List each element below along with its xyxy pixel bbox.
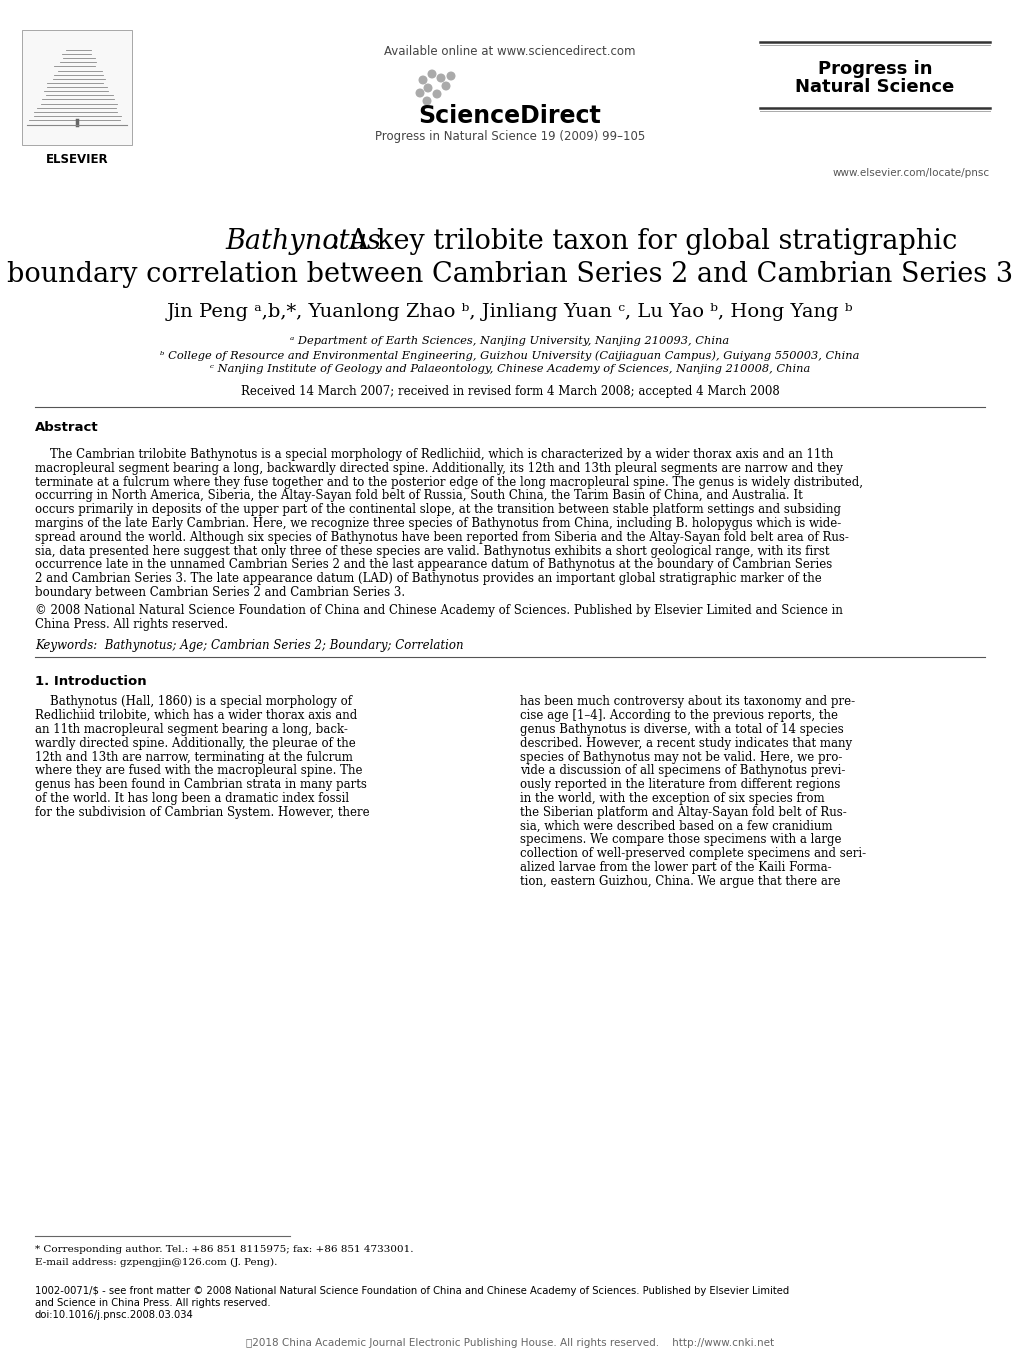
Text: an 11th macropleural segment bearing a long, back-: an 11th macropleural segment bearing a l… bbox=[35, 724, 347, 736]
Text: genus Bathynotus is diverse, with a total of 14 species: genus Bathynotus is diverse, with a tota… bbox=[520, 724, 843, 736]
Circle shape bbox=[423, 97, 430, 105]
Text: occurs primarily in deposits of the upper part of the continental slope, at the : occurs primarily in deposits of the uppe… bbox=[35, 504, 841, 516]
Text: vide a discussion of all specimens of Bathynotus previ-: vide a discussion of all specimens of Ba… bbox=[520, 764, 845, 778]
Text: Keywords:  Bathynotus; Age; Cambrian Series 2; Boundary; Correlation: Keywords: Bathynotus; Age; Cambrian Seri… bbox=[35, 640, 464, 652]
Text: © 2008 National Natural Science Foundation of China and Chinese Academy of Scien: © 2008 National Natural Science Foundati… bbox=[35, 603, 842, 617]
Text: tion, eastern Guizhou, China. We argue that there are: tion, eastern Guizhou, China. We argue t… bbox=[520, 875, 840, 888]
Text: genus has been found in Cambrian strata in many parts: genus has been found in Cambrian strata … bbox=[35, 778, 367, 791]
Text: macropleural segment bearing a long, backwardly directed spine. Additionally, it: macropleural segment bearing a long, bac… bbox=[35, 462, 842, 475]
Circle shape bbox=[424, 84, 431, 92]
Text: occurring in North America, Siberia, the Altay-Sayan fold belt of Russia, South : occurring in North America, Siberia, the… bbox=[35, 490, 802, 502]
Text: Received 14 March 2007; received in revised form 4 March 2008; accepted 4 March : Received 14 March 2007; received in revi… bbox=[240, 385, 779, 398]
Circle shape bbox=[437, 74, 444, 82]
Text: Bathynotus: Bathynotus bbox=[225, 228, 381, 255]
Text: specimens. We compare those specimens with a large: specimens. We compare those specimens wi… bbox=[520, 833, 841, 846]
Circle shape bbox=[433, 90, 440, 97]
Text: of the world. It has long been a dramatic index fossil: of the world. It has long been a dramati… bbox=[35, 792, 348, 805]
Text: ᵇ College of Resource and Environmental Engineering, Guizhou University (Caijiag: ᵇ College of Resource and Environmental … bbox=[160, 350, 859, 360]
Circle shape bbox=[442, 82, 449, 90]
Text: 2 and Cambrian Series 3. The late appearance datum (LAD) of Bathynotus provides : 2 and Cambrian Series 3. The late appear… bbox=[35, 572, 821, 585]
Text: doi:10.1016/j.pnsc.2008.03.034: doi:10.1016/j.pnsc.2008.03.034 bbox=[35, 1310, 194, 1320]
Text: boundary correlation between Cambrian Series 2 and Cambrian Series 3: boundary correlation between Cambrian Se… bbox=[7, 261, 1012, 288]
Text: The Cambrian trilobite Bathynotus is a special morphology of Redlichiid, which i: The Cambrian trilobite Bathynotus is a s… bbox=[35, 448, 833, 460]
Bar bbox=[22, 30, 131, 144]
Text: wardly directed spine. Additionally, the pleurae of the: wardly directed spine. Additionally, the… bbox=[35, 737, 356, 749]
Text: 1002-0071/$ - see front matter © 2008 National Natural Science Foundation of Chi: 1002-0071/$ - see front matter © 2008 Na… bbox=[35, 1287, 789, 1296]
Text: : A key trilobite taxon for global stratigraphic: : A key trilobite taxon for global strat… bbox=[330, 228, 956, 255]
Text: the Siberian platform and Altay-Sayan fold belt of Rus-: the Siberian platform and Altay-Sayan fo… bbox=[520, 806, 846, 819]
Text: ᵃ Department of Earth Sciences, Nanjing University, Nanjing 210093, China: ᵃ Department of Earth Sciences, Nanjing … bbox=[290, 336, 729, 346]
Text: sia, which were described based on a few cranidium: sia, which were described based on a few… bbox=[520, 819, 832, 833]
Text: where they are fused with the macropleural spine. The: where they are fused with the macropleur… bbox=[35, 764, 362, 778]
Text: and Science in China Press. All rights reserved.: and Science in China Press. All rights r… bbox=[35, 1297, 270, 1308]
Text: terminate at a fulcrum where they fuse together and to the posterior edge of the: terminate at a fulcrum where they fuse t… bbox=[35, 475, 862, 489]
Text: China Press. All rights reserved.: China Press. All rights reserved. bbox=[35, 617, 228, 630]
Text: ScienceDirect: ScienceDirect bbox=[418, 104, 601, 128]
Text: Redlichiid trilobite, which has a wider thorax axis and: Redlichiid trilobite, which has a wider … bbox=[35, 709, 357, 722]
Text: cise age [1–4]. According to the previous reports, the: cise age [1–4]. According to the previou… bbox=[520, 709, 838, 722]
Text: spread around the world. Although six species of Bathynotus have been reported f: spread around the world. Although six sp… bbox=[35, 531, 848, 544]
Text: Ｑ2018 China Academic Journal Electronic Publishing House. All rights reserved.  : Ｑ2018 China Academic Journal Electronic … bbox=[246, 1338, 773, 1349]
Text: Bathynotus (Hall, 1860) is a special morphology of: Bathynotus (Hall, 1860) is a special mor… bbox=[35, 695, 352, 709]
Text: has been much controversy about its taxonomy and pre-: has been much controversy about its taxo… bbox=[520, 695, 854, 709]
Text: for the subdivision of Cambrian System. However, there: for the subdivision of Cambrian System. … bbox=[35, 806, 369, 819]
Text: www.elsevier.com/locate/pnsc: www.elsevier.com/locate/pnsc bbox=[833, 167, 989, 178]
Text: E-mail address: gzpengjin@126.com (J. Peng).: E-mail address: gzpengjin@126.com (J. Pe… bbox=[35, 1258, 277, 1268]
Text: sia, data presented here suggest that only three of these species are valid. Bat: sia, data presented here suggest that on… bbox=[35, 544, 828, 558]
Text: in the world, with the exception of six species from: in the world, with the exception of six … bbox=[520, 792, 823, 805]
Text: Abstract: Abstract bbox=[35, 421, 99, 433]
Text: margins of the late Early Cambrian. Here, we recognize three species of Bathynot: margins of the late Early Cambrian. Here… bbox=[35, 517, 841, 531]
Circle shape bbox=[446, 72, 454, 80]
Text: ously reported in the literature from different regions: ously reported in the literature from di… bbox=[520, 778, 840, 791]
Text: Jin Peng ᵃ,b,*, Yuanlong Zhao ᵇ, Jinliang Yuan ᶜ, Lu Yao ᵇ, Hong Yang ᵇ: Jin Peng ᵃ,b,*, Yuanlong Zhao ᵇ, Jinlian… bbox=[166, 302, 853, 321]
Text: boundary between Cambrian Series 2 and Cambrian Series 3.: boundary between Cambrian Series 2 and C… bbox=[35, 586, 405, 599]
Text: Progress in: Progress in bbox=[817, 59, 931, 78]
Circle shape bbox=[416, 89, 423, 97]
Text: Available online at www.sciencedirect.com: Available online at www.sciencedirect.co… bbox=[384, 45, 635, 58]
Text: Natural Science: Natural Science bbox=[795, 78, 954, 96]
Text: described. However, a recent study indicates that many: described. However, a recent study indic… bbox=[520, 737, 851, 749]
Text: 12th and 13th are narrow, terminating at the fulcrum: 12th and 13th are narrow, terminating at… bbox=[35, 751, 353, 764]
Text: Progress in Natural Science 19 (2009) 99–105: Progress in Natural Science 19 (2009) 99… bbox=[375, 130, 644, 143]
Circle shape bbox=[419, 76, 426, 84]
Text: 1. Introduction: 1. Introduction bbox=[35, 675, 147, 688]
Text: ELSEVIER: ELSEVIER bbox=[46, 153, 108, 166]
Text: collection of well-preserved complete specimens and seri-: collection of well-preserved complete sp… bbox=[520, 848, 865, 860]
Text: occurrence late in the unnamed Cambrian Series 2 and the last appearance datum o: occurrence late in the unnamed Cambrian … bbox=[35, 559, 832, 571]
Text: ᶜ Nanjing Institute of Geology and Palaeontology, Chinese Academy of Sciences, N: ᶜ Nanjing Institute of Geology and Palae… bbox=[210, 364, 809, 374]
Text: species of Bathynotus may not be valid. Here, we pro-: species of Bathynotus may not be valid. … bbox=[520, 751, 842, 764]
Text: alized larvae from the lower part of the Kaili Forma-: alized larvae from the lower part of the… bbox=[520, 861, 830, 873]
Text: * Corresponding author. Tel.: +86 851 8115975; fax: +86 851 4733001.: * Corresponding author. Tel.: +86 851 81… bbox=[35, 1245, 413, 1254]
Circle shape bbox=[428, 70, 435, 78]
